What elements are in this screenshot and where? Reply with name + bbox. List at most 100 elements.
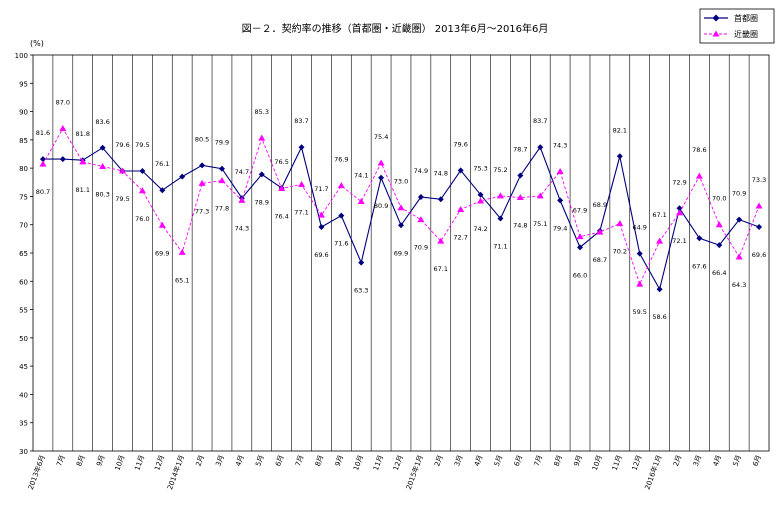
x-tick-label: 9月 [334,454,345,468]
data-point-series-2 [178,248,186,255]
data-point-series-1 [457,167,464,174]
data-label-series-1: 76.5 [274,158,288,166]
x-tick-label: 3月 [214,454,225,468]
y-tick-label: 50 [19,335,28,343]
data-point-series-1 [179,173,186,180]
data-point-series-2 [377,159,385,166]
data-point-series-1 [557,197,564,204]
data-label-series-2: 72.1 [672,237,686,245]
data-point-series-2 [656,237,664,244]
data-point-series-2 [138,187,146,194]
x-tick-label: 11月 [372,454,385,472]
data-label-series-1: 79.4 [553,224,567,232]
data-point-series-1 [716,242,723,249]
data-point-series-1 [577,244,584,251]
data-label-series-1: 78.7 [513,145,527,153]
data-label-series-2: 59.5 [632,308,646,316]
x-tick-label: 8月 [553,454,564,468]
data-point-series-2 [59,125,67,132]
data-label-series-1: 63.3 [354,287,368,295]
data-label-series-1: 80.9 [374,202,388,210]
data-point-series-1 [676,205,683,212]
x-tick-label: 6月 [751,454,762,468]
data-point-series-2 [477,197,485,204]
x-tick-label: 12月 [153,454,166,472]
data-label-series-1: 64.9 [632,224,646,232]
data-label-series-1: 79.5 [135,141,149,149]
data-point-series-1 [537,144,544,151]
data-label-series-2: 64.3 [732,281,746,289]
data-label-series-1: 75.3 [473,165,487,173]
data-label-series-1: 67.6 [692,262,706,270]
x-tick-label: 8月 [314,454,325,468]
x-tick-label: 12月 [631,454,644,472]
x-tick-label: 4月 [473,454,484,468]
x-tick-label: 12月 [392,454,405,472]
x-tick-label: 10月 [591,454,604,472]
x-tick-label: 2月 [195,454,206,468]
data-label-series-2: 75.4 [374,133,388,141]
y-tick-label: 75 [19,193,28,201]
data-label-series-2: 65.1 [175,276,189,284]
data-label-series-2: 75.1 [533,220,547,228]
x-tick-label: 2013年6月 [26,454,47,491]
data-label-series-1: 81.8 [75,130,89,138]
data-point-series-2 [198,179,206,186]
data-label-series-2: 87.0 [56,99,70,107]
data-label-series-2: 77.3 [195,207,209,215]
data-label-series-2: 70.0 [712,195,726,203]
data-point-series-1 [99,144,106,151]
data-label-series-2: 74.1 [354,172,368,180]
data-label-series-1: 81.6 [36,129,50,137]
data-point-series-1 [39,156,46,163]
data-label-series-2: 68.7 [593,256,607,264]
plot-area: 30 35 40 45 50 55 60 65 70 75 80 85 90 95 100 2013年6月 7月… [15,52,770,491]
x-tick-label: 2015年1月 [404,454,425,491]
x-tick-label: 3月 [453,454,464,468]
data-point-series-1 [616,153,623,160]
data-label-series-1: 69.9 [394,249,408,257]
x-tick-label: 5月 [254,454,265,468]
data-point-series-1 [756,223,763,230]
data-label-series-2: 72.7 [453,233,467,241]
data-point-series-1 [696,235,703,242]
data-point-series-1 [218,165,225,172]
data-label-series-1: 66.4 [712,269,726,277]
data-label-series-1: 71.1 [493,242,507,250]
data-point-series-2 [417,216,425,223]
data-point-series-2 [675,209,683,216]
x-tick-label: 9月 [572,454,583,468]
x-tick-label: 2月 [672,454,683,468]
data-point-series-2 [119,167,127,174]
data-point-series-2 [536,192,544,199]
data-point-series-1 [497,215,504,222]
x-tick-label: 2月 [433,454,444,468]
data-label-series-2: 67.1 [652,211,666,219]
legend-box [699,8,775,44]
data-label-series-1: 82.1 [613,126,627,134]
data-point-series-2 [755,202,763,209]
y-tick-label: 65 [19,250,28,258]
y-tick-label: 30 [19,448,28,456]
data-point-series-2 [238,196,246,203]
data-label-series-1: 74.7 [235,168,249,176]
y-tick-label: 95 [19,80,28,88]
data-point-series-1 [139,167,146,174]
data-label-series-2: 76.0 [135,215,149,223]
data-point-series-2 [616,220,624,227]
data-point-series-1 [338,212,345,219]
data-label-series-1: 80.5 [195,135,209,143]
legend-marker-series-1 [712,14,720,22]
data-label-series-2: 67.9 [573,207,587,215]
data-point-series-2 [278,185,286,192]
data-label-series-1: 79.6 [453,140,467,148]
data-label-series-1: 71.6 [334,240,348,248]
data-point-series-2 [337,182,345,189]
data-label-series-1: 69.6 [752,251,766,259]
data-point-series-1 [517,172,524,179]
data-point-series-2 [715,221,723,228]
data-label-series-1: 83.7 [294,117,308,125]
data-point-series-2 [99,162,107,169]
y-tick-label: 55 [19,307,28,315]
